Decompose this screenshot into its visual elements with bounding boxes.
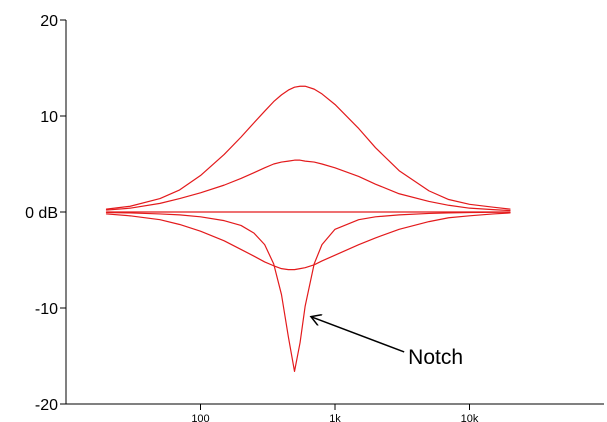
y-tick-label: 0 dB <box>25 205 58 222</box>
x-tick-label: 100 <box>191 413 209 422</box>
series-line-5 <box>105 211 511 372</box>
y-tick-label: -20 <box>35 397 58 414</box>
x-ticks: 100 1k 10k <box>191 404 479 422</box>
series-line-1 <box>105 85 511 210</box>
x-tick-label: 1k <box>329 413 341 422</box>
series-group <box>105 85 511 372</box>
annotation-text: Notch <box>408 346 463 369</box>
y-tick-label: 20 <box>40 13 58 30</box>
y-ticks: 20 10 0 dB -10 -20 <box>25 13 66 414</box>
series-line-4 <box>105 212 511 271</box>
annotation: Notch <box>311 317 463 369</box>
y-tick-label: -10 <box>35 301 58 318</box>
series-line-2 <box>105 159 511 212</box>
x-tick-label: 10k <box>461 413 479 422</box>
y-tick-label: 10 <box>40 109 58 126</box>
annotation-arrow <box>311 317 405 353</box>
